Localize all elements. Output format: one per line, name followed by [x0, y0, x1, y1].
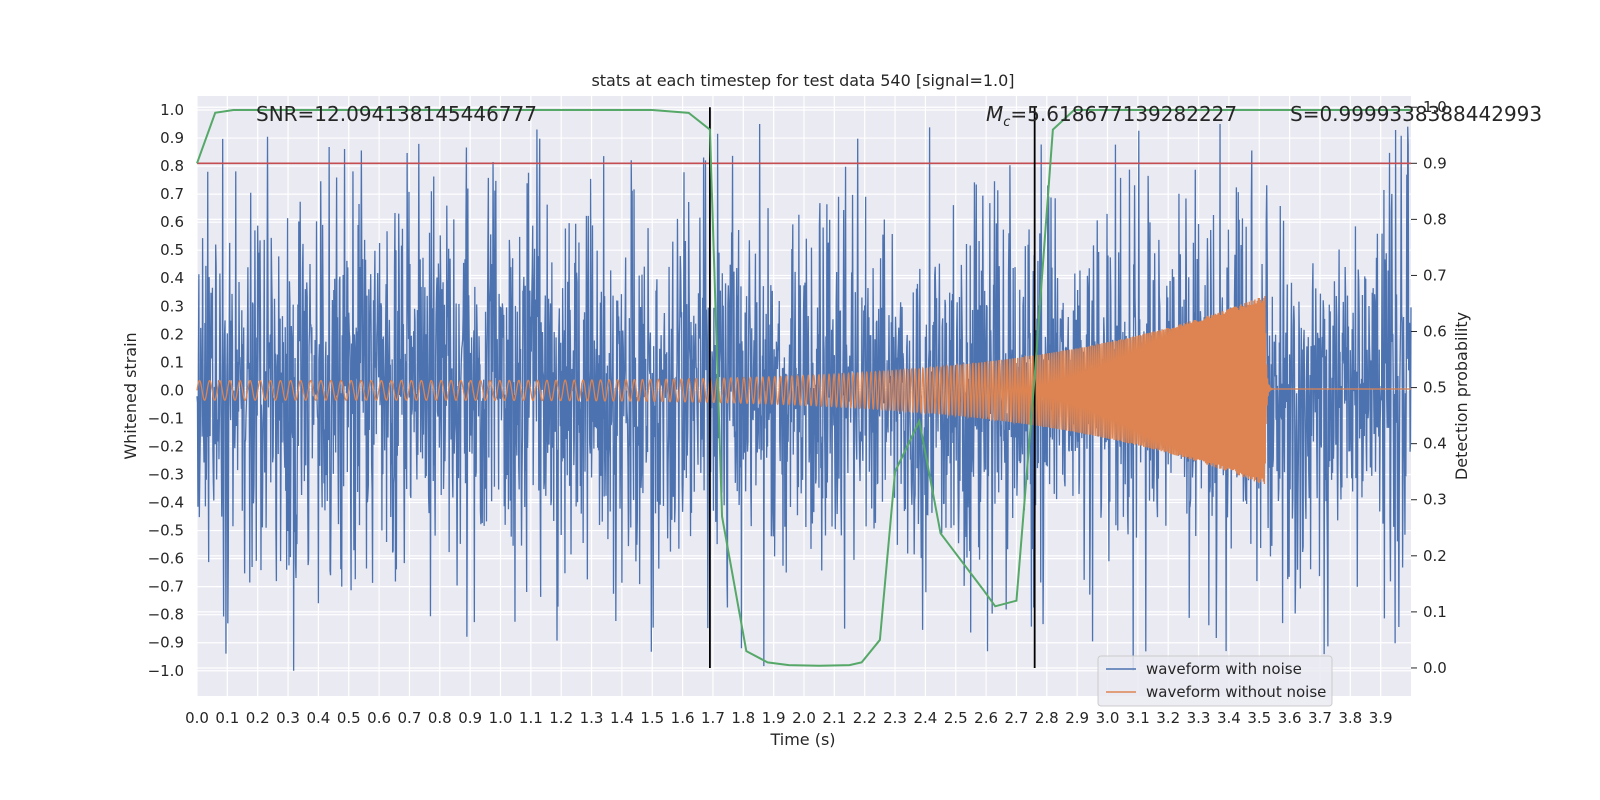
- y2-tick-label: 0.7: [1423, 266, 1447, 284]
- x-tick-label: 0.1: [215, 709, 239, 727]
- x-tick-label: 3.0: [1096, 709, 1120, 727]
- y-axis-right: 1.0 0.9 0.8 0.7 0.6 0.5 0.4 0.3 0.2 0.1 0.0: [1411, 98, 1447, 677]
- x-axis: 0.0 0.1 0.2 0.3 0.4 0.5 0.6 0.7 0.8 0.9 1.0 1.1 1.2 1…: [185, 709, 1393, 727]
- series-waveform-with-noise: [196, 124, 1412, 671]
- y-tick-label: −0.8: [148, 606, 184, 624]
- y-tick-label: 0.2: [160, 325, 184, 343]
- s-annotation: S=0.9999338388442993: [1290, 102, 1542, 126]
- y-tick-label: −0.7: [148, 578, 184, 596]
- x-tick-label: 3.8: [1338, 709, 1362, 727]
- y2-tick-label: 0.4: [1423, 435, 1447, 453]
- y-tick-label: −0.5: [148, 522, 184, 540]
- y-axis-label: Whitened strain: [121, 332, 140, 459]
- x-tick-label: 1.7: [701, 709, 725, 727]
- x-tick-label: 2.6: [974, 709, 998, 727]
- x-tick-label: 3.9: [1369, 709, 1393, 727]
- x-tick-label: 1.1: [519, 709, 543, 727]
- y-tick-label: −0.1: [148, 409, 184, 427]
- x-tick-label: 3.4: [1217, 709, 1241, 727]
- x-tick-label: 2.3: [883, 709, 907, 727]
- y-tick-label: 1.0: [160, 101, 184, 119]
- x-tick-label: 0.3: [276, 709, 300, 727]
- x-tick-label: 3.2: [1156, 709, 1180, 727]
- x-tick-label: 3.5: [1247, 709, 1271, 727]
- y2-axis-label: Detection probability: [1452, 312, 1471, 480]
- y-tick-label: 0.4: [160, 269, 184, 287]
- legend-box: [1097, 655, 1333, 707]
- chirp-mass-annotation: Mc=5.618677139282227: [986, 102, 1237, 130]
- x-tick-label: 1.6: [671, 709, 695, 727]
- series-detection-probability: [196, 109, 1411, 667]
- x-axis-label: Time (s): [769, 730, 835, 749]
- chirp-mass-value: =5.618677139282227: [1010, 102, 1237, 126]
- x-tick-label: 1.3: [580, 709, 604, 727]
- y2-tick-label: 0.2: [1423, 547, 1447, 565]
- x-tick-label: 3.3: [1187, 709, 1211, 727]
- x-tick-label: 2.4: [913, 709, 937, 727]
- x-tick-label: 0.4: [306, 709, 330, 727]
- legend-label-noisy: waveform with noise: [1146, 660, 1302, 678]
- legend: waveform with noise waveform without noi…: [1097, 655, 1333, 707]
- y2-tick-label: 0.5: [1423, 379, 1447, 397]
- y2-tick-label: 0.0: [1423, 659, 1447, 677]
- x-tick-label: 2.7: [1005, 709, 1029, 727]
- x-tick-label: 1.5: [640, 709, 664, 727]
- y2-tick-label: 1.0: [1423, 98, 1447, 116]
- series-waveform-without-noise: [196, 295, 1411, 484]
- x-tick-label: 2.8: [1035, 709, 1059, 727]
- plot-content: [196, 107, 1412, 671]
- x-tick-label: 1.8: [731, 709, 755, 727]
- y-tick-label: 0.7: [160, 185, 184, 203]
- x-tick-label: 0.0: [185, 709, 209, 727]
- x-tick-label: 1.0: [489, 709, 513, 727]
- y-axis-left: 1.0 0.9 0.8 0.7 0.6 0.5 0.4 0.3 0.2 0.1 0.0 −0.1 −0.…: [148, 101, 184, 680]
- x-tick-label: 0.9: [458, 709, 482, 727]
- x-tick-label: 3.6: [1278, 709, 1302, 727]
- x-tick-label: 0.7: [398, 709, 422, 727]
- y-tick-label: −0.3: [148, 466, 184, 484]
- snr-annotation: SNR=12.094138145446777: [256, 102, 537, 126]
- y-tick-label: −0.2: [148, 437, 184, 455]
- x-tick-label: 0.8: [428, 709, 452, 727]
- x-tick-label: 1.9: [762, 709, 786, 727]
- x-tick-label: 0.6: [367, 709, 391, 727]
- y2-tick-label: 0.1: [1423, 603, 1447, 621]
- y-tick-label: 0.3: [160, 297, 184, 315]
- y-tick-label: −0.6: [148, 550, 184, 568]
- chirp-mass-symbol: M: [986, 102, 1003, 126]
- chart-title: stats at each timestep for test data 540…: [591, 71, 1014, 90]
- y-tick-label: 0.0: [160, 381, 184, 399]
- y2-tick-label: 0.3: [1423, 491, 1447, 509]
- y2-tick-label: 0.6: [1423, 323, 1447, 341]
- y-tick-label: 0.8: [160, 157, 184, 175]
- y2-tick-label: 0.8: [1423, 210, 1447, 228]
- x-tick-label: 2.0: [792, 709, 816, 727]
- x-tick-label: 1.4: [610, 709, 634, 727]
- y-tick-label: −0.9: [148, 634, 184, 652]
- y-tick-label: 0.1: [160, 353, 184, 371]
- x-tick-label: 2.2: [853, 709, 877, 727]
- legend-label-clean: waveform without noise: [1146, 683, 1326, 701]
- y-tick-label: −1.0: [148, 662, 184, 680]
- y-tick-label: 0.9: [160, 129, 184, 147]
- x-tick-label: 2.5: [944, 709, 968, 727]
- x-tick-label: 2.9: [1065, 709, 1089, 727]
- x-tick-label: 1.2: [549, 709, 573, 727]
- x-tick-label: 3.1: [1126, 709, 1150, 727]
- y-tick-label: 0.6: [160, 213, 184, 231]
- x-tick-label: 3.7: [1308, 709, 1332, 727]
- x-tick-label: 0.2: [246, 709, 270, 727]
- y-tick-label: 0.5: [160, 241, 184, 259]
- y-tick-label: −0.4: [148, 494, 184, 512]
- x-tick-label: 2.1: [822, 709, 846, 727]
- y2-tick-label: 0.9: [1423, 154, 1447, 172]
- x-tick-label: 0.5: [337, 709, 361, 727]
- chirp-mass-subscript: c: [1003, 115, 1010, 130]
